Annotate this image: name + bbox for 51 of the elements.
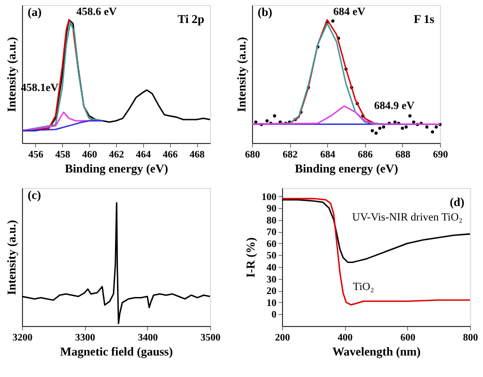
x-tick-label: 466	[162, 150, 178, 160]
x-tick-label: 680	[245, 150, 260, 160]
annotation: (d)	[450, 194, 464, 209]
x-tick-label: 200	[275, 332, 290, 344]
x-tick-label: 682	[282, 150, 298, 160]
x-tick-label: 460	[82, 150, 98, 160]
x-tick-label: 800	[463, 332, 478, 344]
y-tick-label: 40	[266, 262, 276, 274]
y-tick-label: 30	[266, 274, 276, 286]
y-tick-label: 60	[266, 238, 276, 250]
x-tick-label: 690	[433, 150, 448, 160]
x-axis-title: Magnetic field (gauss)	[60, 344, 173, 358]
x-axis-title: Wavelength (nm)	[332, 344, 421, 358]
x-tick-label: 3500	[200, 332, 220, 344]
text: (b)	[258, 4, 272, 19]
x-tick-label: 684	[320, 150, 336, 160]
x-axis-title: Binding energy (eV)	[64, 162, 168, 176]
annotation: 684 eV	[333, 6, 366, 18]
x-tick-label: 600	[400, 332, 416, 344]
y-tick-label: 20	[266, 286, 276, 298]
x-tick-label: 462	[109, 150, 124, 160]
x-tick-label: 3200	[12, 332, 32, 344]
x-tick-label: 468	[190, 150, 205, 160]
y-tick-label: 10	[266, 298, 276, 309]
y-tick-label: 90	[266, 204, 276, 215]
text: (c)	[28, 188, 41, 202]
x-tick-label: 456	[28, 150, 44, 160]
y-tick-label: 70	[266, 227, 276, 238]
y-axis-title: Intensity (a.u.)	[4, 220, 18, 296]
y-tick-label: 80	[266, 215, 276, 226]
x-tick-label: 464	[136, 150, 151, 160]
x-tick-label: 686	[358, 150, 373, 160]
y-axis-title: Intensity (a.u.)	[234, 36, 248, 112]
x-tick-label: 3400	[138, 332, 158, 344]
x-tick-label: 688	[395, 150, 410, 160]
y-tick-label: 0	[272, 310, 276, 321]
x-tick-label: 458	[55, 150, 70, 160]
annotation: Ti 2p	[178, 12, 205, 26]
series-label: UV-Vis-NIR driven TiO₂	[352, 211, 463, 224]
x-tick-label: 400	[338, 332, 353, 344]
x-axis-title: Binding energy (eV)	[294, 162, 398, 176]
x-tick-label: 3300	[75, 332, 96, 344]
y-tick-label: 50	[266, 250, 276, 262]
series-label: TiO₂	[352, 281, 374, 294]
annotation: F 1s	[414, 12, 435, 26]
y-axis-title: Intensity (a.u.)	[4, 36, 18, 112]
y-axis-title: I-R (%)	[244, 237, 258, 278]
annotation: 458.6 eV	[76, 6, 117, 18]
y-tick-label: 100	[262, 192, 276, 203]
text: (a)	[28, 4, 42, 19]
annotation: 684.9 eV	[374, 100, 414, 112]
